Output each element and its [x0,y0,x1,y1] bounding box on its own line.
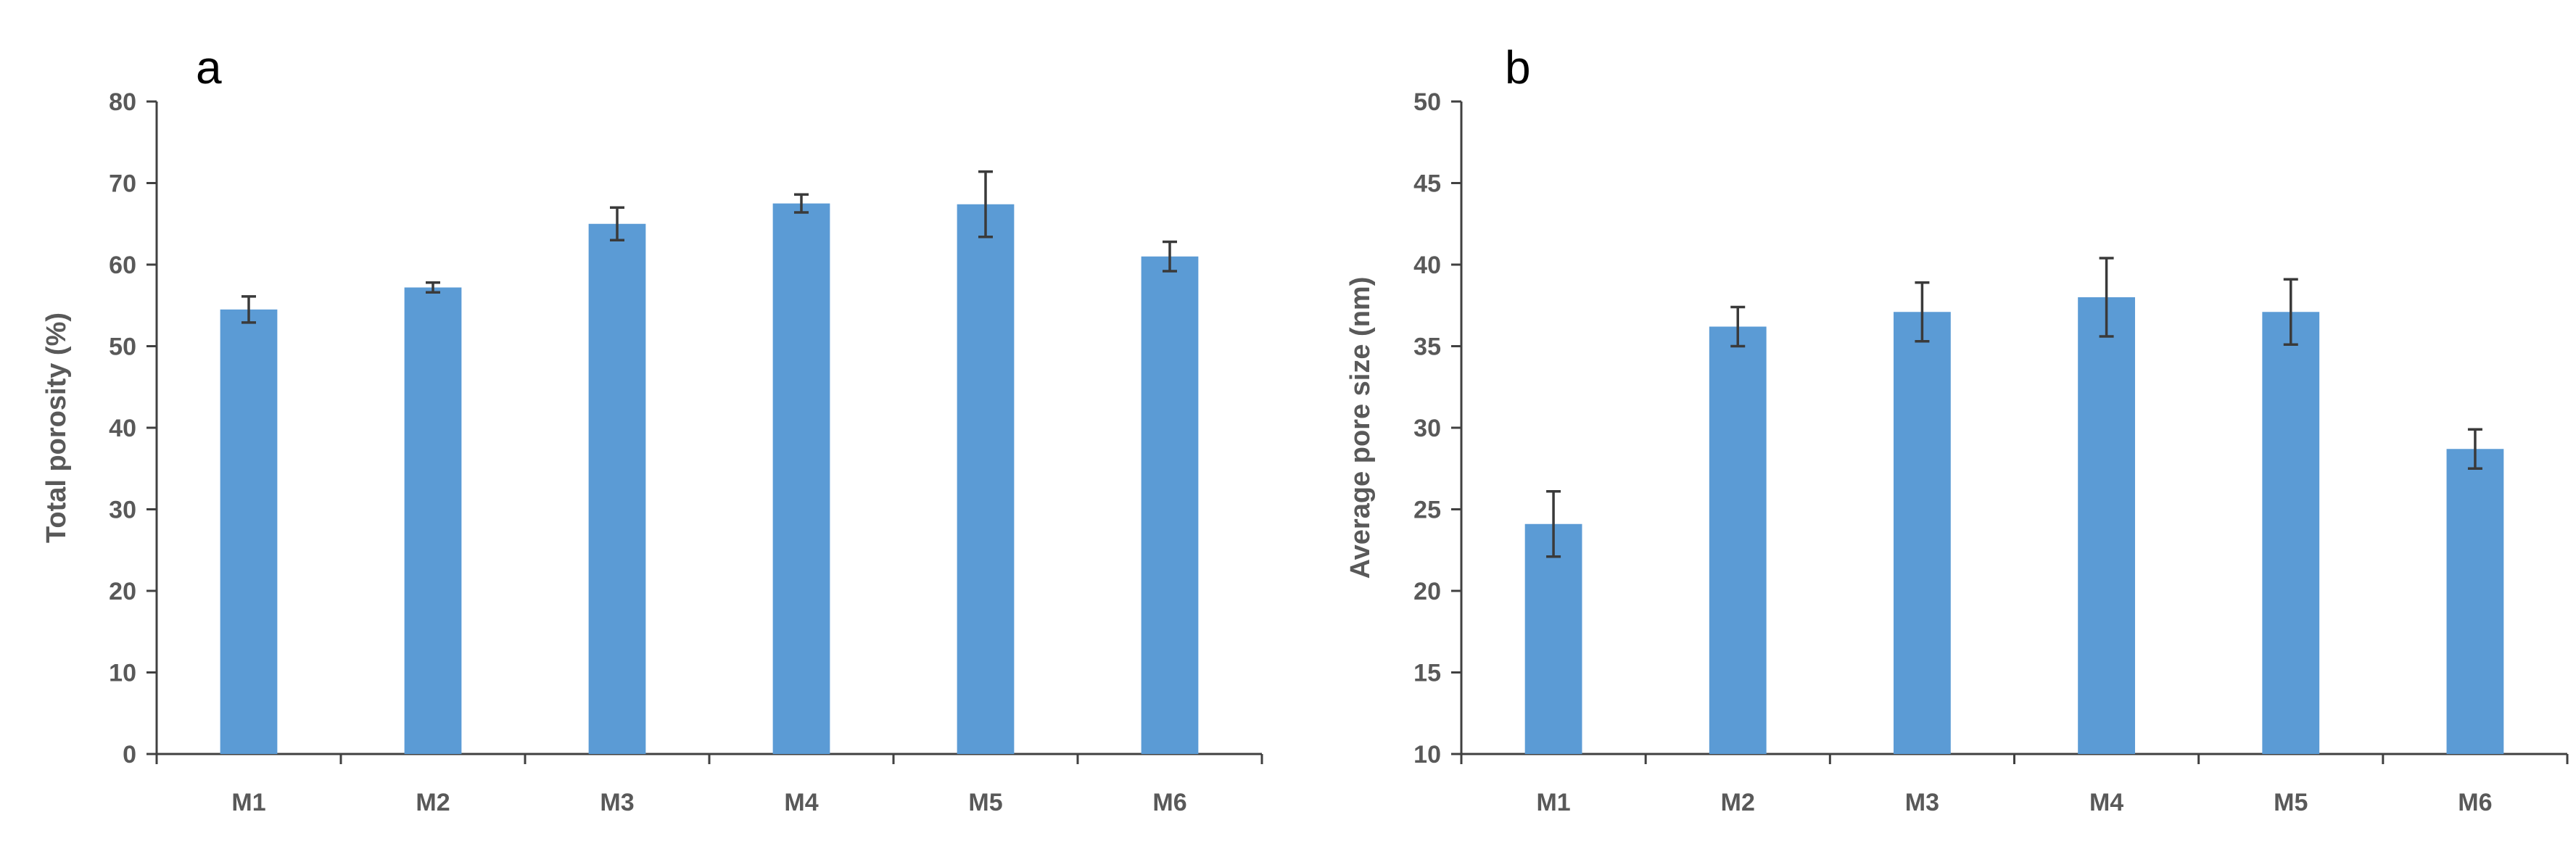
y-tick-label: 50 [109,334,136,361]
x-tick-label: M3 [600,789,634,816]
bar-m4 [772,203,830,754]
x-tick-label: M6 [1152,789,1186,816]
bar-m1 [220,309,278,754]
y-tick-label: 50 [1413,88,1441,116]
x-tick-label: M6 [2458,789,2492,816]
y-tick-label: 15 [1413,660,1441,687]
y-tick-label: 10 [1413,741,1441,768]
error-bar-m5 [2283,278,2298,346]
x-tick-label: M1 [231,789,265,816]
error-bar-m3 [610,206,624,241]
bar-m1 [1524,523,1582,754]
error-bar-m4 [2099,257,2114,338]
y-tick-label: 0 [123,741,136,768]
x-tick-label: M5 [2274,789,2308,816]
y-tick-label: 40 [1413,252,1441,279]
bar-m4 [2078,297,2135,754]
bar-m6 [2446,449,2504,754]
chart-panel-a: a 0 10 20 30 40 50 60 70 80 Total porosity (%) M1 M2… [41,41,1263,816]
panel-label: a [196,41,222,94]
error-bar-m2 [1730,305,1746,348]
error-bar-m3 [1915,281,1930,343]
x-tick-label: M2 [416,789,450,816]
bar-m3 [588,223,646,754]
x-tick-label: M4 [784,789,818,816]
error-bar-m2 [426,281,440,294]
y-tick-label: 40 [109,415,136,442]
error-bar-m5 [978,170,993,239]
y-tick-label: 25 [1413,497,1441,524]
y-tick-label: 70 [109,170,136,198]
error-bar-m6 [1163,240,1177,273]
error-bar-m1 [1546,490,1561,558]
bar-m5 [957,204,1015,754]
bar-m5 [2262,312,2320,754]
error-bar-m1 [242,295,256,324]
x-tick-label: M5 [968,789,1002,816]
y-tick-label: 45 [1413,170,1441,198]
y-tick-label: 35 [1413,334,1441,361]
y-tick-label: 60 [109,252,136,279]
error-bar-m6 [2467,428,2482,470]
x-tick-label: M1 [1536,789,1570,816]
x-tick-label: M2 [1721,789,1755,816]
error-bar-m4 [794,193,809,214]
bar-m2 [404,287,462,754]
y-axis-title: Average pore size (nm) [1345,277,1376,579]
bar-m3 [1894,312,1951,754]
y-tick-label: 30 [109,497,136,524]
y-tick-label: 20 [1413,578,1441,605]
y-axis-title: Total porosity (%) [41,312,72,543]
x-tick-label: M3 [1905,789,1939,816]
chart-panel-b: b 10 15 20 25 30 35 40 45 50 Average pore size (nm… [1345,41,2569,816]
x-tick-label: M4 [2089,789,2123,816]
bar-m2 [1709,326,1767,754]
y-tick-label: 80 [109,88,136,116]
y-tick-label: 10 [109,660,136,687]
bar-m6 [1141,256,1199,754]
panel-label: b [1505,41,1531,94]
y-tick-label: 20 [109,578,136,605]
y-tick-label: 30 [1413,415,1441,442]
